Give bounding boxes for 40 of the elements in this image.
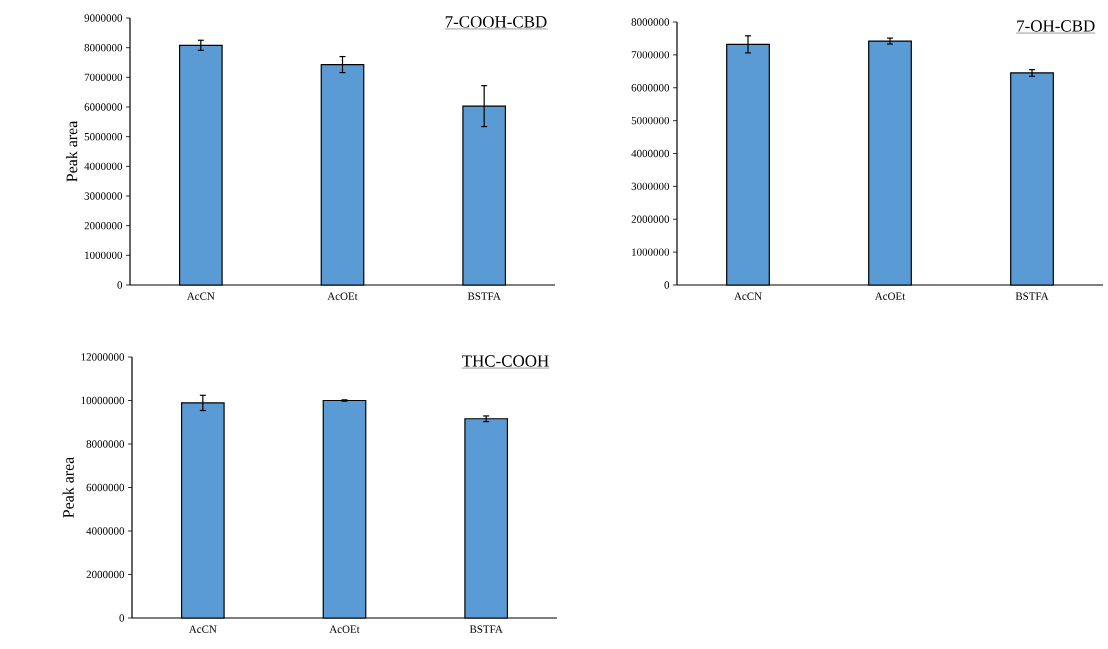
y-tick-label: 6000000	[86, 483, 125, 492]
y-tick-label: 4000000	[84, 162, 123, 171]
x-tick-label: AcCN	[188, 625, 217, 633]
x-tick-label: BSTFA	[467, 292, 501, 300]
y-axis-title: Peak area	[66, 120, 78, 182]
y-tick-label: 5000000	[84, 132, 123, 141]
y-tick-label: 1000000	[85, 251, 123, 260]
x-tick-label: AcOEt	[874, 292, 906, 300]
y-tick-label: 12000000	[81, 353, 125, 361]
y-tick-label: 0	[119, 614, 125, 622]
y-tick-label: 6000000	[631, 84, 670, 92]
y-tick-label: 10000000	[81, 396, 125, 405]
x-tick-label: BSTFA	[469, 625, 503, 633]
y-tick-label: 5000000	[631, 116, 670, 125]
y-tick-label: 3000000	[631, 182, 670, 191]
y-tick-label: 8000000	[84, 43, 123, 52]
y-tick-label: 4000000	[86, 527, 125, 535]
chart-title: 7-COOH-CBD	[445, 16, 547, 28]
y-tick-label: 3000000	[84, 192, 123, 200]
y-tick-label: 2000000	[631, 215, 670, 223]
y-tick-label: 0	[117, 281, 123, 289]
y-tick-label: 8000000	[631, 18, 670, 26]
x-tick-label: AcCN	[186, 292, 215, 300]
chart-title: THC-COOH	[462, 355, 549, 367]
y-tick-label: 9000000	[84, 14, 123, 22]
x-tick-label: BSTFA	[1015, 292, 1049, 300]
y-tick-label: 8000000	[86, 440, 125, 448]
y-tick-label: 4000000	[631, 149, 670, 158]
y-tick-label: 2000000	[86, 570, 125, 579]
y-axis-title: Peak area	[62, 456, 74, 518]
y-tick-label: 0	[664, 281, 670, 289]
y-tick-label: 2000000	[84, 221, 123, 230]
y-tick-label: 7000000	[631, 51, 670, 59]
y-tick-label: 7000000	[84, 73, 123, 82]
chart-title: 7-OH-CBD	[1017, 20, 1095, 32]
x-tick-label: AcCN	[734, 292, 762, 300]
x-tick-label: AcOEt	[329, 625, 360, 633]
y-tick-label: 1000000	[632, 248, 670, 256]
x-tick-label: AcOEt	[327, 292, 358, 300]
y-tick-label: 6000000	[84, 103, 123, 111]
